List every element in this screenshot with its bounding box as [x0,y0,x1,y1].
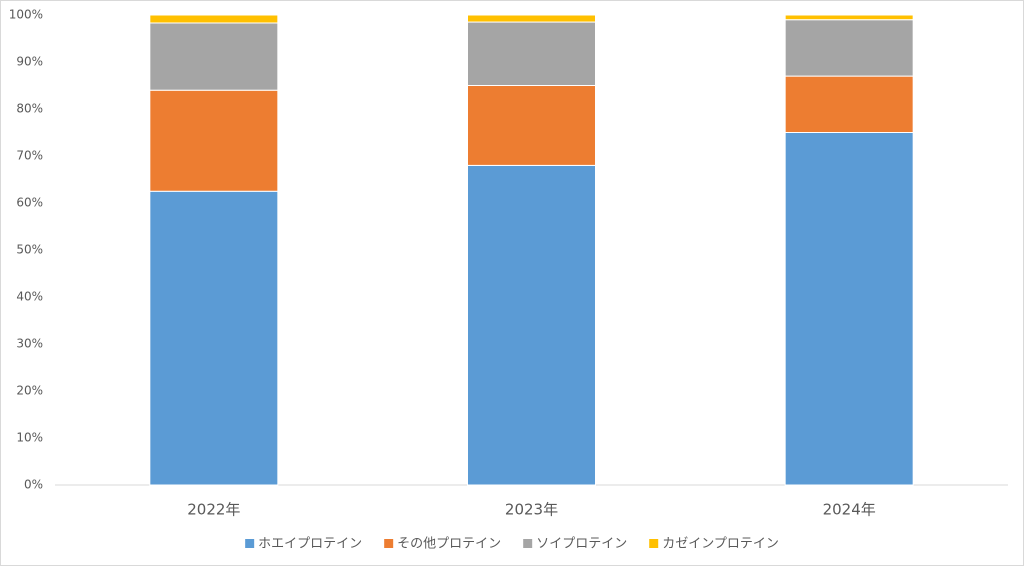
y-tick-label: 60% [16,196,43,210]
bar-segment [784,132,914,486]
y-tick-label: 50% [16,243,43,257]
bar-segment [467,164,596,486]
x-tick-label: 2022年 [187,501,240,519]
y-tick-label: 0% [24,478,43,492]
bar-segment [149,190,279,486]
bar-segment [149,89,279,192]
y-tick-label: 40% [16,290,43,304]
legend-swatch [649,539,659,548]
y-tick-label: 30% [16,337,43,351]
x-tick-label: 2024年 [823,501,876,519]
y-tick-label: 100% [9,8,43,22]
bar-segment [467,85,596,166]
y-tick-label: 70% [16,149,43,163]
bar-segment [149,14,279,24]
x-tick-label: 2023年 [505,501,558,519]
y-tick-label: 90% [16,55,43,69]
bar-segment [784,75,914,133]
bar-segment [784,14,914,21]
bar-segment [784,19,914,77]
legend-label: ソイプロテイン [536,537,627,552]
bar-segment [149,22,279,91]
legend-label: カゼインプロテイン [662,537,779,552]
bar-segment [467,14,596,23]
legend-swatch [245,539,255,548]
legend-swatch [384,539,394,548]
legend-label: ホエイプロテイン [258,537,362,552]
y-tick-label: 10% [16,431,43,445]
y-tick-label: 80% [16,102,43,116]
bar-segment [467,21,596,86]
legend-swatch [523,539,533,548]
y-tick-label: 20% [16,384,43,398]
legend-label: その他プロテイン [397,537,501,552]
